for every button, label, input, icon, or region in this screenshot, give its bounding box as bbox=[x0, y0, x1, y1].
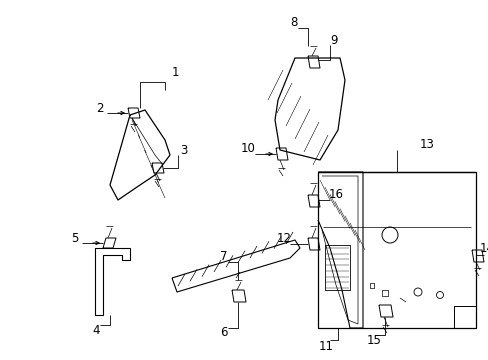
Text: 9: 9 bbox=[329, 33, 337, 46]
Text: 4: 4 bbox=[92, 324, 100, 338]
Text: 13: 13 bbox=[419, 138, 433, 150]
Text: 1: 1 bbox=[171, 66, 179, 78]
Text: 5: 5 bbox=[71, 231, 79, 244]
Text: 8: 8 bbox=[290, 15, 297, 28]
Text: 3: 3 bbox=[180, 144, 187, 157]
Text: 6: 6 bbox=[220, 327, 227, 339]
Text: 2: 2 bbox=[96, 102, 103, 114]
Text: 14: 14 bbox=[479, 242, 488, 255]
Text: 7: 7 bbox=[220, 251, 227, 264]
Text: 16: 16 bbox=[328, 189, 343, 202]
Text: 11: 11 bbox=[318, 339, 333, 352]
Text: 12: 12 bbox=[276, 231, 291, 244]
Text: 10: 10 bbox=[240, 143, 255, 156]
Text: 15: 15 bbox=[366, 334, 381, 347]
